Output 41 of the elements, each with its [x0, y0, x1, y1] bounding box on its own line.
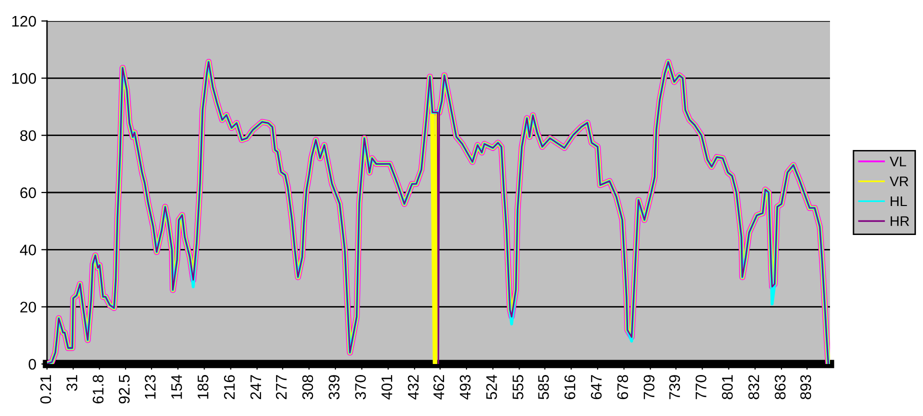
y-tick-label: 60: [20, 187, 36, 198]
y-tick-label: 100: [12, 73, 36, 84]
x-tick-label: 154: [171, 374, 182, 399]
x-tick-label: 585: [538, 375, 549, 400]
x-tick-label: 61.8: [92, 375, 104, 404]
x-tick-label: 493: [460, 375, 471, 400]
x-tick-label: 0.21: [40, 375, 52, 404]
x-tick-label: 524: [486, 374, 497, 400]
y-tick-label: 40: [20, 244, 36, 256]
x-tick-label: 647: [590, 375, 602, 400]
x-tick-label: 216: [224, 375, 235, 400]
legend-label: VL: [890, 156, 906, 166]
x-tick-label: 370: [355, 375, 366, 400]
x-tick-label: 801: [722, 375, 733, 400]
x-tick-label: 185: [198, 375, 208, 399]
x-tick-label: 92.5: [118, 375, 130, 404]
x-tick-label: 739: [669, 375, 680, 400]
x-tick-label: 832: [748, 375, 760, 400]
x-tick-label: 432: [408, 375, 419, 400]
x-tick-label: 123: [144, 375, 156, 399]
x-tick-label: 401: [381, 375, 392, 400]
x-tick-label: 770: [696, 375, 706, 400]
x-tick-label: 339: [328, 375, 340, 400]
y-tick-label: 0: [28, 358, 36, 370]
x-tick-label: 678: [617, 375, 628, 400]
x-tick-label: 462: [433, 375, 444, 400]
x-tick-label: 555: [512, 375, 524, 400]
x-tick-label: 863: [774, 375, 786, 400]
x-tick-label: 247: [250, 375, 262, 400]
y-tick-label: 80: [20, 130, 36, 142]
x-tick-label: 893: [800, 375, 812, 400]
x-tick-label: 277: [276, 375, 287, 400]
legend-label: VR: [890, 176, 908, 186]
x-tick-label: 616: [564, 375, 576, 400]
x-tick-label: 709: [644, 375, 654, 400]
x-tick-label: 308: [302, 375, 314, 400]
legend-label: HR: [890, 216, 910, 226]
x-tick-label: 31: [66, 375, 78, 391]
legend-label: HL: [890, 196, 907, 206]
y-tick-label: 20: [20, 302, 36, 313]
y-tick-label: 120: [12, 16, 36, 27]
